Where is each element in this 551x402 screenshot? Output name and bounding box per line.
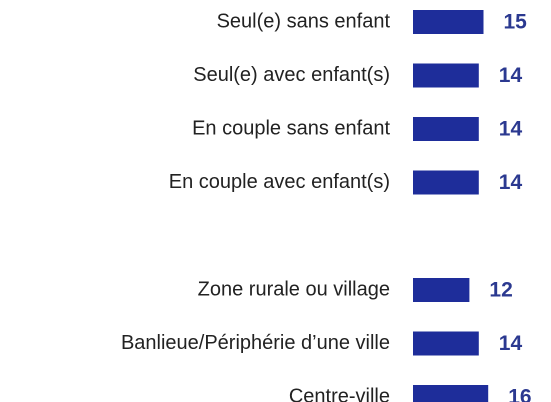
value-label: 12 [489, 279, 512, 302]
value-label: 14 [499, 332, 523, 355]
bar [413, 331, 479, 356]
value-label: 14 [499, 171, 523, 194]
bar [413, 278, 470, 302]
bar [413, 385, 489, 402]
category-label: Seul(e) avec enfant(s) [193, 64, 390, 86]
category-label: Centre-ville [289, 385, 390, 402]
value-label: 16 [508, 386, 531, 402]
category-label: En couple sans enfant [192, 117, 390, 139]
value-label: 14 [499, 118, 523, 141]
bar [413, 117, 479, 141]
bar [413, 10, 484, 34]
bar [413, 63, 479, 88]
bar [413, 170, 479, 195]
value-label: 14 [499, 64, 523, 87]
category-label: Banlieue/Périphérie d’une ville [121, 332, 390, 354]
category-label: En couple avec enfant(s) [169, 171, 390, 193]
category-label: Zone rurale ou village [198, 278, 390, 300]
category-label: Seul(e) sans enfant [217, 10, 391, 32]
value-label: 15 [504, 11, 528, 34]
